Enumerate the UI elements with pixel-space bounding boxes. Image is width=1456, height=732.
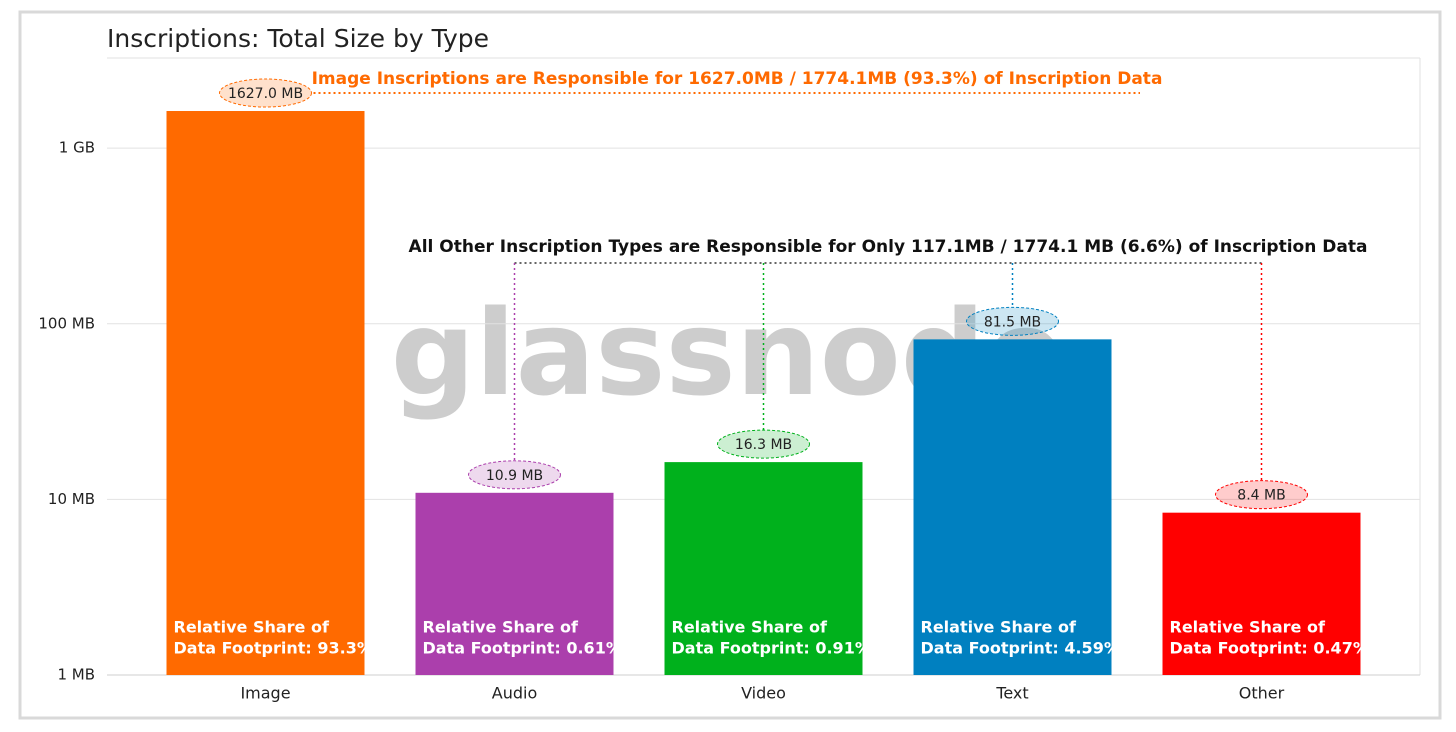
x-tick-label: Audio bbox=[492, 684, 537, 703]
value-label: 16.3 MB bbox=[735, 437, 792, 453]
x-tick-label: Video bbox=[741, 684, 786, 703]
value-label: 10.9 MB bbox=[486, 468, 543, 484]
x-tick-label: Image bbox=[240, 684, 290, 703]
y-tick-label: 10 MB bbox=[48, 490, 95, 508]
share-label: Relative Share of bbox=[1170, 618, 1326, 637]
chart-title: Inscriptions: Total Size by Type bbox=[107, 24, 489, 53]
y-tick-label: 1 MB bbox=[57, 666, 95, 684]
share-label: Relative Share of bbox=[672, 618, 828, 637]
share-label: Data Footprint: 0.91% bbox=[672, 639, 871, 658]
bar bbox=[1162, 512, 1361, 675]
value-label: 1627.0 MB bbox=[228, 86, 303, 102]
bar bbox=[415, 492, 614, 675]
y-tick-label: 100 MB bbox=[38, 314, 95, 332]
value-bubble bbox=[219, 78, 312, 108]
bar bbox=[166, 111, 365, 676]
y-tick-label: 1 GB bbox=[59, 139, 95, 157]
value-bubble bbox=[717, 429, 810, 459]
share-label: Data Footprint: 0.61% bbox=[423, 639, 622, 658]
share-label: Data Footprint: 0.47% bbox=[1170, 639, 1369, 658]
x-tick-label: Other bbox=[1239, 684, 1285, 703]
share-label: Relative Share of bbox=[174, 618, 330, 637]
share-label: Data Footprint: 93.3% bbox=[174, 639, 373, 658]
value-label: 8.4 MB bbox=[1237, 488, 1285, 504]
value-bubble bbox=[468, 460, 561, 490]
share-label: Relative Share of bbox=[423, 618, 579, 637]
x-tick-label: Text bbox=[995, 684, 1028, 703]
bar bbox=[664, 462, 863, 675]
share-label: Data Footprint: 4.59% bbox=[921, 639, 1120, 658]
value-bubble bbox=[1215, 480, 1308, 510]
share-label: Relative Share of bbox=[921, 618, 1077, 637]
bar bbox=[913, 339, 1112, 675]
annotation: All Other Inscription Types are Responsi… bbox=[409, 237, 1368, 257]
value-label: 81.5 MB bbox=[984, 314, 1041, 330]
value-bubble bbox=[966, 306, 1059, 336]
annotation: Image Inscriptions are Responsible for 1… bbox=[312, 69, 1163, 89]
